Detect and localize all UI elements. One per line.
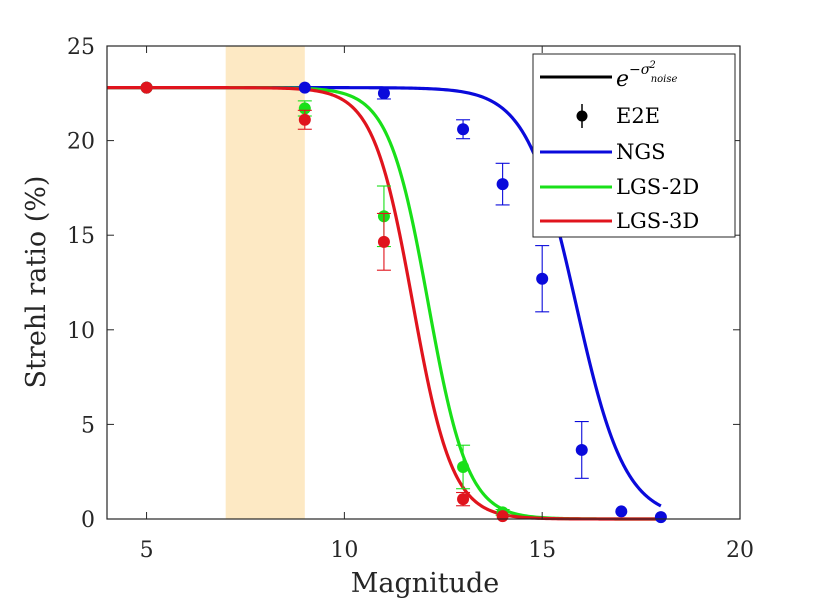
x-tick-label: 10: [330, 538, 358, 563]
point-lgs-3d: [457, 493, 470, 506]
y-axis-label: Strehl ratio (%): [21, 176, 52, 389]
x-axis-label: Magnitude: [351, 568, 500, 599]
point-ngs: [654, 511, 667, 524]
y-tick-label: 20: [67, 130, 95, 155]
point-lgs-3d: [496, 510, 509, 523]
legend-box: [532, 53, 736, 238]
y-tick-label: 25: [67, 35, 95, 60]
point-ngs: [457, 123, 470, 136]
point-lgs-3d: [377, 235, 390, 248]
y-tick-label: 15: [67, 224, 95, 249]
plot-frame: [106, 45, 741, 520]
legend-lgs-3d-label: LGS-3D: [616, 209, 699, 233]
y-tick-label: 0: [81, 508, 95, 533]
shaded-band: [225, 46, 305, 519]
x-tick-label: 20: [726, 538, 754, 563]
y-tick-label: 5: [81, 413, 95, 438]
point-lgs-2d: [298, 102, 311, 115]
point-ngs: [536, 272, 549, 285]
legend-e2e-marker: [576, 110, 588, 122]
y-tick-label: 10: [67, 319, 95, 344]
legend: e−σ2 noise E2E NGS LGS-2D LGS-3D: [532, 53, 736, 238]
point-ngs: [298, 81, 311, 94]
legend-model-label: e−σ2 noise: [616, 60, 677, 92]
x-tick-label: 5: [140, 538, 154, 563]
legend-ngs-label: NGS: [616, 140, 666, 164]
legend-model-superscript: 2: [648, 60, 655, 71]
legend-model-base: e: [616, 67, 629, 92]
x-tick-label: 15: [528, 538, 556, 563]
point-ngs: [575, 443, 588, 456]
point-lgs-3d: [298, 113, 311, 126]
legend-lgs-2d-label: LGS-2D: [616, 175, 699, 199]
legend-model-subscript: noise: [651, 74, 678, 85]
point-ngs: [377, 87, 390, 100]
point-lgs-3d: [140, 81, 153, 94]
point-ngs: [615, 505, 628, 518]
legend-model-exponent: −σ: [629, 62, 651, 78]
point-ngs: [496, 178, 509, 191]
legend-e2e-label: E2E: [616, 104, 660, 128]
point-lgs-2d: [457, 460, 470, 473]
